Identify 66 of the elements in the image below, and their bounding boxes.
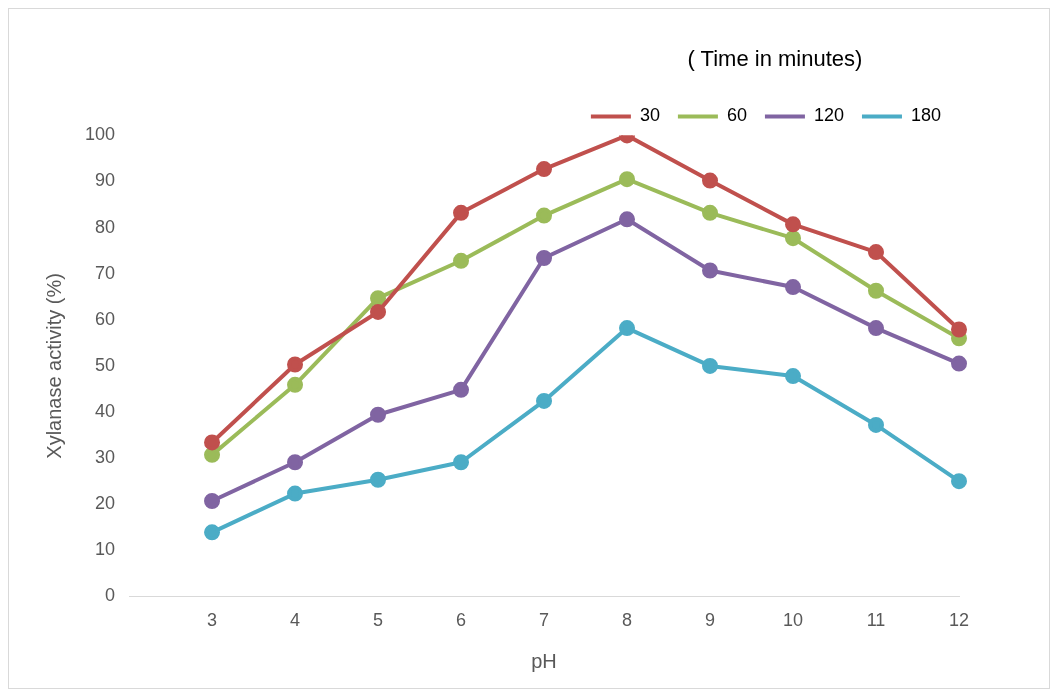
point xyxy=(370,290,387,307)
point xyxy=(868,320,884,337)
point xyxy=(536,392,553,409)
point xyxy=(951,321,967,338)
point xyxy=(536,161,553,178)
y-tick-label: 50 xyxy=(95,354,116,375)
y-tick-label: 80 xyxy=(95,216,116,237)
x-tick-label: 4 xyxy=(290,610,301,631)
point xyxy=(370,303,387,320)
point xyxy=(868,244,884,261)
y-tick-label: 30 xyxy=(95,447,116,468)
point xyxy=(868,416,884,433)
point xyxy=(951,355,967,372)
point xyxy=(702,357,719,374)
y-tick-label: 60 xyxy=(95,308,116,329)
legend-label: 30 xyxy=(639,105,660,126)
legend-title: ( Time in minutes) xyxy=(687,46,863,72)
y-tick-label: 100 xyxy=(84,124,116,145)
point xyxy=(453,381,470,398)
x-tick-label: 6 xyxy=(456,610,467,631)
y-tick-label: 10 xyxy=(95,539,116,560)
point xyxy=(702,172,719,189)
x-tick-label: 3 xyxy=(207,610,218,631)
point xyxy=(785,230,802,247)
point xyxy=(619,171,636,188)
point xyxy=(785,368,802,385)
point xyxy=(536,250,553,267)
point xyxy=(287,356,304,373)
y-axis-title: Xylanase activity (%) xyxy=(42,273,65,459)
x-tick-label: 9 xyxy=(705,610,716,631)
point xyxy=(370,406,387,423)
point xyxy=(204,524,221,541)
point xyxy=(370,471,387,488)
x-tick-label: 7 xyxy=(539,610,550,631)
x-tick-label: 10 xyxy=(782,610,804,631)
point xyxy=(619,320,636,337)
point xyxy=(536,207,553,224)
y-tick-label: 40 xyxy=(95,400,116,421)
point xyxy=(287,376,304,393)
y-tick-label: 20 xyxy=(95,493,116,514)
point xyxy=(785,216,802,233)
x-tick-label: 11 xyxy=(866,610,886,631)
legend-label: 180 xyxy=(910,105,942,126)
point xyxy=(868,282,884,299)
point xyxy=(204,434,221,451)
point xyxy=(287,454,304,471)
x-tick-label: 12 xyxy=(948,610,970,631)
point xyxy=(453,454,470,471)
x-tick-label: 8 xyxy=(622,610,633,631)
point xyxy=(453,252,470,269)
x-tick-label: 5 xyxy=(373,610,384,631)
y-tick-label: 0 xyxy=(105,585,116,606)
point xyxy=(619,211,636,228)
x-axis-title: pH xyxy=(531,649,557,672)
point xyxy=(287,485,304,502)
point xyxy=(702,262,719,279)
legend-label: 120 xyxy=(813,105,844,126)
y-tick-label: 90 xyxy=(95,170,116,191)
y-tick-label: 70 xyxy=(95,262,116,283)
legend-label: 60 xyxy=(726,105,747,126)
point xyxy=(453,204,470,221)
point xyxy=(204,446,221,463)
point xyxy=(702,204,719,221)
point xyxy=(951,473,967,490)
point xyxy=(785,279,802,296)
point xyxy=(204,492,221,509)
